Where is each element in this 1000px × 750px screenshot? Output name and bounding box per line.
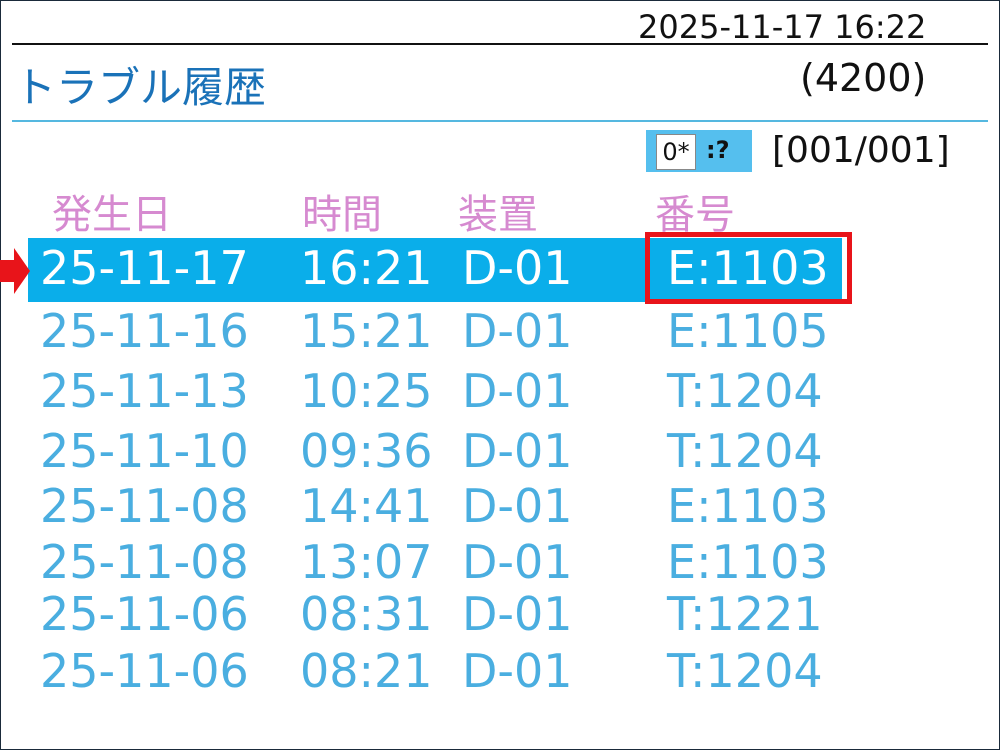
cell-number: E:1105	[667, 304, 829, 358]
cell-number: T:1221	[667, 587, 823, 641]
column-header-number: 番号	[655, 192, 735, 238]
cell-device: D-01	[462, 424, 573, 478]
cell-date: 25-11-13	[40, 364, 249, 418]
page-indicator: [001/001]	[772, 130, 950, 171]
cell-device: D-01	[462, 587, 573, 641]
column-header-device: 装置	[458, 192, 538, 238]
cell-time: 15:21	[300, 304, 433, 358]
cell-number: T:1204	[667, 424, 823, 478]
cell-date: 25-11-06	[40, 644, 249, 698]
cell-date: 25-11-08	[40, 479, 249, 533]
cell-device: D-01	[462, 304, 573, 358]
cell-device: D-01	[462, 644, 573, 698]
input-help-button[interactable]: 0* :?	[646, 130, 752, 172]
cell-time: 08:31	[300, 587, 433, 641]
cell-time: 09:36	[300, 424, 433, 478]
page-title: トラブル履歴	[14, 63, 267, 112]
cell-time: 14:41	[300, 479, 433, 533]
cell-date: 25-11-17	[40, 241, 249, 295]
selection-arrow-icon	[0, 248, 30, 298]
cell-device: D-01	[462, 535, 573, 589]
cell-device: D-01	[462, 364, 573, 418]
cell-device: D-01	[462, 479, 573, 533]
cell-number: E:1103	[667, 535, 829, 589]
highlight-box	[645, 232, 852, 304]
divider	[12, 43, 988, 45]
cell-time: 08:21	[300, 644, 433, 698]
cell-date: 25-11-10	[40, 424, 249, 478]
screen-code: (4200)	[800, 56, 927, 100]
selection-bar	[28, 238, 842, 302]
input-mode-icon: 0*	[656, 134, 696, 170]
cell-number: T:1204	[667, 644, 823, 698]
cell-date: 25-11-16	[40, 304, 249, 358]
cell-time: 13:07	[300, 535, 433, 589]
cell-number: T:1204	[667, 364, 823, 418]
cell-time: 16:21	[300, 241, 433, 295]
cell-date: 25-11-08	[40, 535, 249, 589]
cell-number: E:1103	[667, 241, 829, 295]
cell-date: 25-11-06	[40, 587, 249, 641]
help-icon: :?	[706, 136, 730, 164]
cell-time: 10:25	[300, 364, 433, 418]
column-header-date: 発生日	[52, 192, 172, 238]
cell-device: D-01	[462, 241, 573, 295]
cell-number: E:1103	[667, 479, 829, 533]
divider	[12, 120, 988, 122]
column-header-time: 時間	[302, 192, 382, 238]
clock: 2025-11-17 16:22	[638, 8, 927, 46]
